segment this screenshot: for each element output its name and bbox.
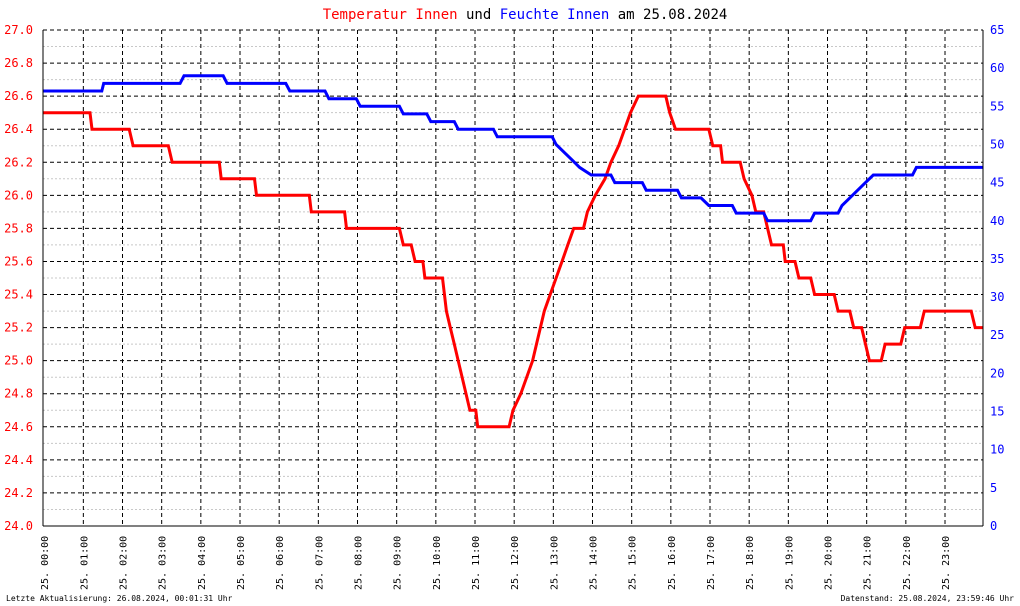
x-tick-label: 25. 20:00: [824, 536, 835, 590]
y-right-tick-label: 15: [990, 405, 1004, 419]
x-tick-label: 25. 03:00: [158, 536, 169, 590]
y-left-tick-label: 24.8: [4, 387, 33, 401]
y-left-tick-label: 25.2: [4, 321, 33, 335]
x-tick-label: 25. 19:00: [784, 536, 795, 590]
x-tick-label: 25. 16:00: [667, 536, 678, 590]
x-tick-label: 25. 02:00: [119, 536, 130, 590]
x-tick-label: 25. 18:00: [745, 536, 756, 590]
y-right-tick-label: 35: [990, 252, 1004, 266]
y-left-tick-label: 26.4: [4, 122, 33, 136]
y-left-tick-label: 26.8: [4, 56, 33, 70]
x-tick-label: 25. 09:00: [393, 536, 404, 590]
y-right-tick-label: 55: [990, 99, 1004, 113]
y-left-tick-label: 24.6: [4, 420, 33, 434]
y-right-tick-label: 10: [990, 443, 1004, 457]
footer-left: Letzte Aktualisierung: 26.08.2024, 00:01…: [6, 594, 233, 603]
x-tick-label: 25. 05:00: [236, 536, 247, 590]
humidity-series-line: [43, 74, 983, 223]
series-lines: [43, 74, 983, 429]
y-right-tick-label: 45: [990, 176, 1004, 190]
x-tick-label: 25. 10:00: [432, 536, 443, 590]
x-tick-label: 25. 04:00: [197, 536, 208, 590]
x-tick-label: 25. 21:00: [863, 536, 874, 590]
y-left-tick-label: 25.6: [4, 254, 33, 268]
y-right-tick-label: 20: [990, 366, 1004, 380]
y-right-tick-label: 5: [990, 481, 997, 495]
y-left-tick-label: 26.2: [4, 155, 33, 169]
x-tick-label: 25. 13:00: [549, 536, 560, 590]
y-axis-left-ticks: 24.0 24.2 24.4 24.6 24.8 25.0 25.2 25.4 25.6 25.8…: [4, 23, 33, 533]
y-left-tick-label: 24.4: [4, 453, 33, 467]
y-left-tick-label: 26.0: [4, 188, 33, 202]
y-left-tick-label: 26.6: [4, 89, 33, 103]
y-right-tick-label: 65: [990, 23, 1004, 37]
y-left-tick-label: 24.0: [4, 519, 33, 533]
y-left-tick-label: 25.0: [4, 354, 33, 368]
y-right-tick-label: 25: [990, 328, 1004, 342]
y-left-tick-label: 25.4: [4, 288, 33, 302]
y-axis-right-ticks: 0 5 10 15 20 25 30 35 40 45 50 55 60 65: [990, 23, 1004, 533]
chart-title: Temperatur Innen und Feuchte Innen am 25…: [323, 7, 728, 23]
x-tick-label: 25. 17:00: [706, 536, 717, 590]
x-tick-label: 25. 14:00: [589, 536, 600, 590]
title-hum: Feuchte Innen: [500, 7, 610, 23]
y-right-tick-label: 0: [990, 519, 997, 533]
footer-right: Datenstand: 25.08.2024, 23:59:46 Uhr: [841, 594, 1015, 603]
x-axis-ticks: 25. 00:00 25. 01:00 25. 02:00 25. 03:00 25. …: [40, 536, 952, 590]
y-right-tick-label: 40: [990, 214, 1004, 228]
y-right-tick-label: 30: [990, 290, 1004, 304]
y-left-tick-label: 27.0: [4, 23, 33, 37]
x-tick-label: 25. 12:00: [510, 536, 521, 590]
x-tick-label: 25. 07:00: [314, 536, 325, 590]
x-tick-label: 25. 01:00: [79, 536, 90, 590]
title-date: am 25.08.2024: [618, 7, 728, 23]
grid-lines: [43, 29, 983, 526]
y-right-tick-label: 50: [990, 137, 1004, 151]
x-tick-label: 25. 15:00: [628, 536, 639, 590]
y-left-tick-label: 24.2: [4, 486, 33, 500]
x-tick-label: 25. 22:00: [902, 536, 913, 590]
title-und: und: [466, 7, 491, 23]
y-left-tick-label: 25.8: [4, 221, 33, 235]
temperature-series-line: [43, 94, 983, 429]
x-tick-label: 25. 06:00: [275, 536, 286, 590]
x-tick-label: 25. 11:00: [471, 536, 482, 590]
title-temp: Temperatur Innen: [323, 7, 458, 23]
x-tick-label: 25. 00:00: [40, 536, 51, 590]
x-tick-label: 25. 08:00: [354, 536, 365, 590]
y-right-tick-label: 60: [990, 61, 1004, 75]
x-tick-label: 25. 23:00: [941, 536, 952, 590]
